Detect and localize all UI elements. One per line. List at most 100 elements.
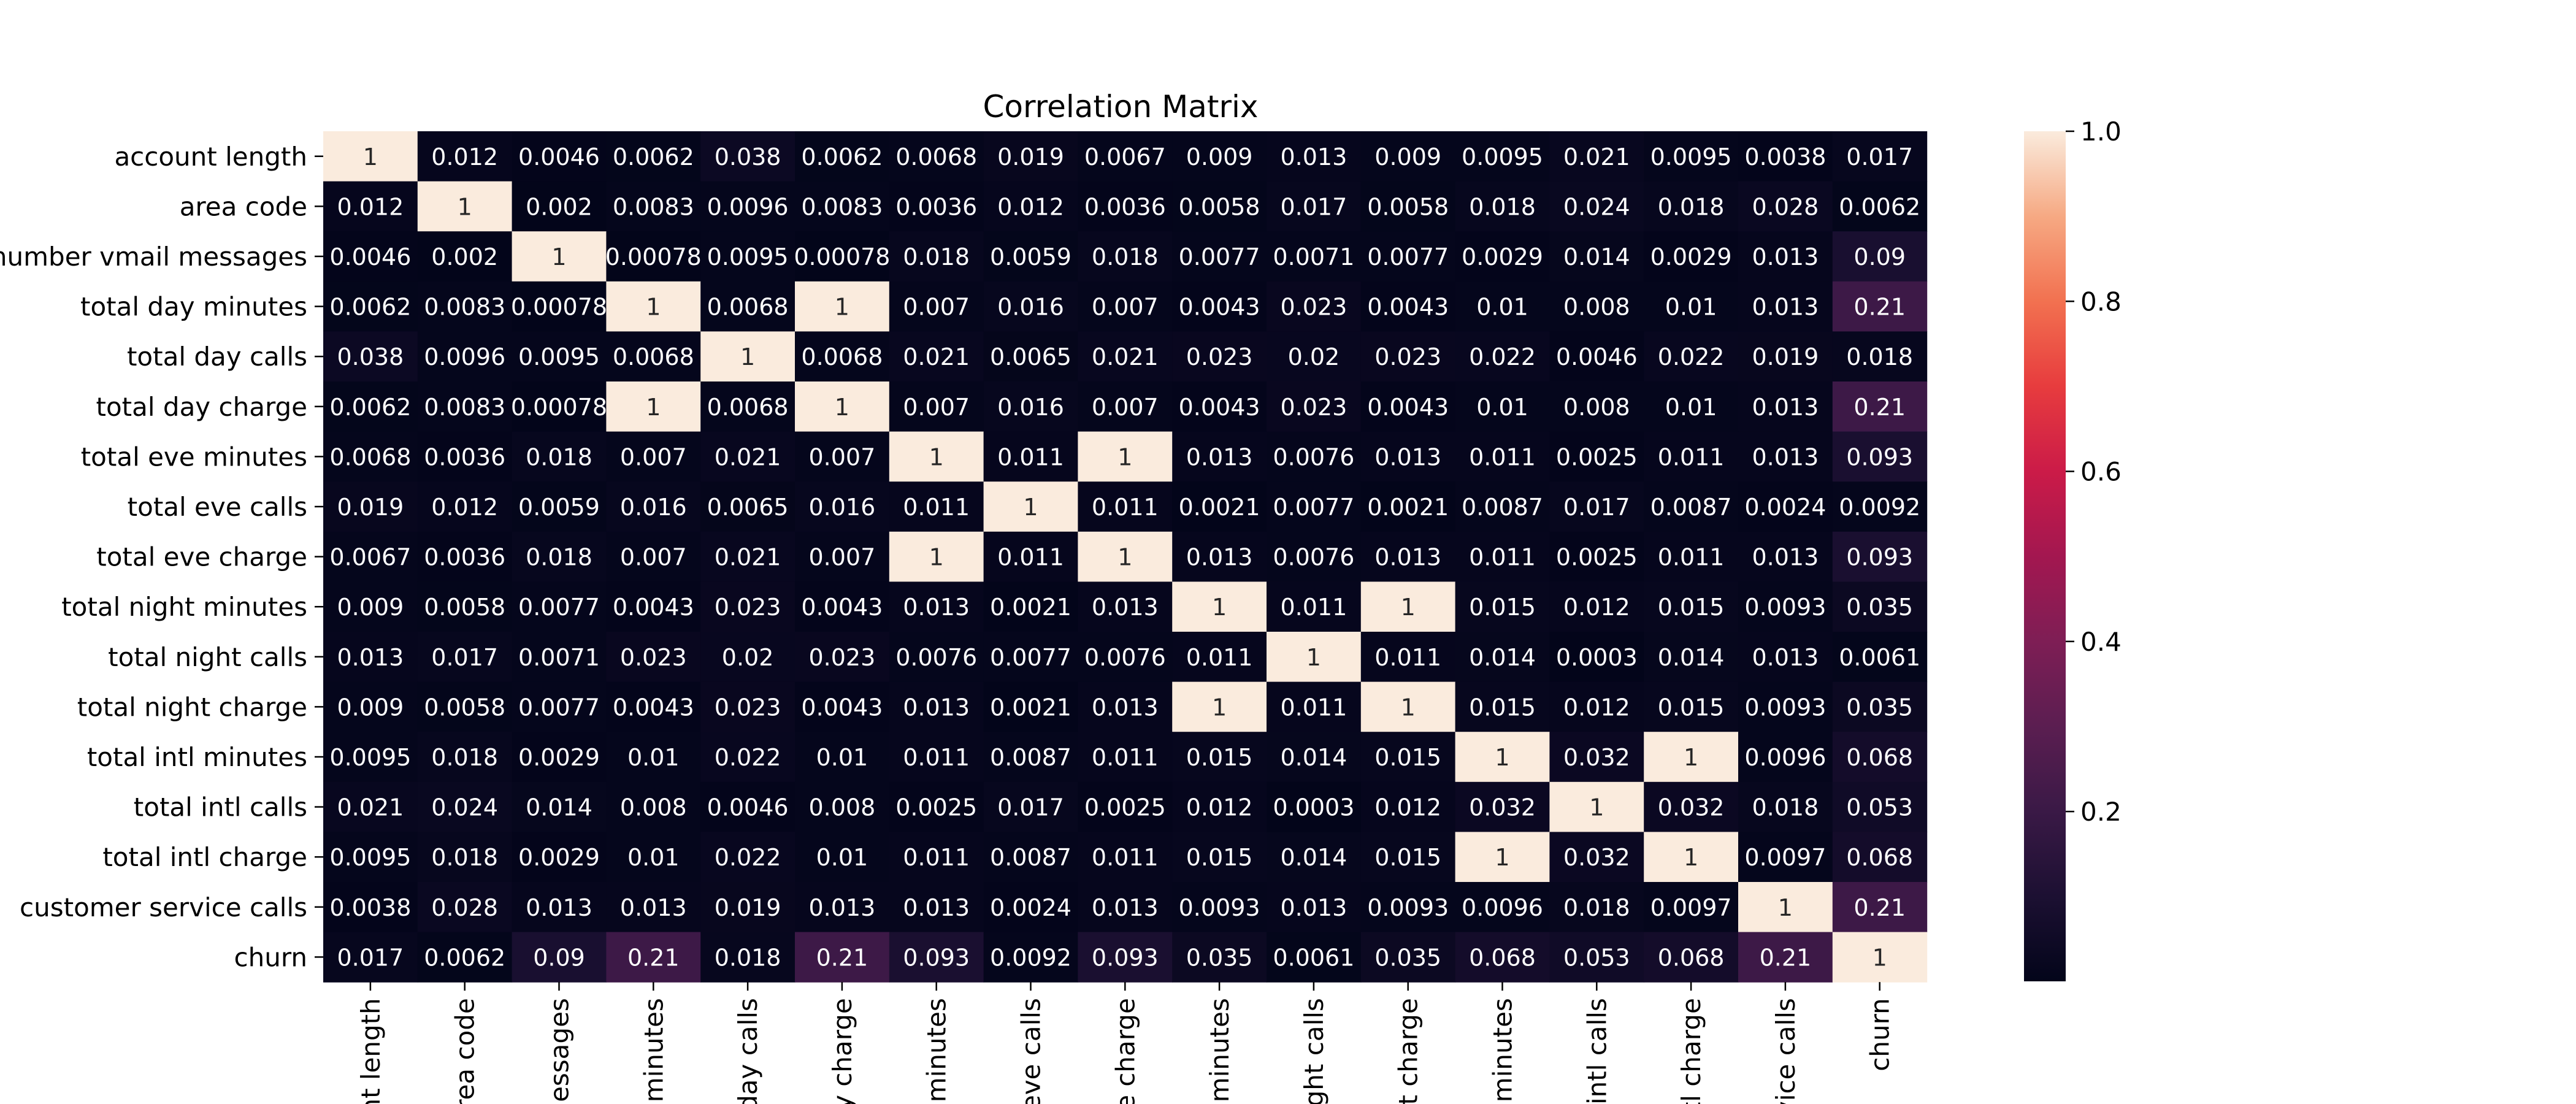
- heatmap-cell: [1078, 932, 1173, 983]
- heatmap-cell: [795, 932, 890, 983]
- heatmap-cell: [1267, 181, 1362, 232]
- heatmap-cell: [1172, 181, 1267, 232]
- heatmap-cell: [606, 231, 701, 282]
- cell-value-label: 1: [740, 343, 755, 370]
- cell-value-label: 0.007: [620, 544, 687, 571]
- cell-value-label: 0.00078: [794, 243, 890, 270]
- heatmap-cell: [1455, 781, 1550, 832]
- cell-value-label: 0.0061: [1273, 944, 1354, 971]
- heatmap-cell: [1267, 932, 1362, 983]
- heatmap-cell: [983, 832, 1078, 883]
- heatmap-cell: [795, 181, 890, 232]
- cell-value-label: 1: [363, 144, 378, 171]
- heatmap-cell: [1832, 331, 1928, 382]
- heatmap-cell: [795, 481, 890, 532]
- cell-value-label: 0.0093: [1367, 894, 1449, 921]
- heatmap-cell: [889, 531, 984, 582]
- heatmap-cell: [417, 581, 513, 632]
- heatmap-cell: [1738, 681, 1833, 732]
- cell-value-label: 0.21: [816, 944, 868, 971]
- heatmap-cell: [1549, 681, 1644, 732]
- heatmap-cell: [983, 531, 1078, 582]
- cell-value-label: 1: [929, 443, 944, 470]
- heatmap-cell: [1738, 381, 1833, 432]
- heatmap-cell: [606, 431, 701, 482]
- heatmap-cell: [1549, 231, 1644, 282]
- heatmap-cell: [1644, 832, 1739, 883]
- heatmap-cell: [1644, 781, 1739, 832]
- heatmap-cell: [1172, 281, 1267, 332]
- cell-value-label: 0.0059: [518, 494, 600, 521]
- heatmap-cell: [1360, 281, 1456, 332]
- x-tick-label: area code: [450, 998, 480, 1104]
- heatmap-cell: [323, 882, 418, 933]
- cell-value-label: 0.015: [1469, 594, 1536, 621]
- cell-value-label: 0.018: [715, 944, 781, 971]
- heatmap-cell: [1738, 832, 1833, 883]
- heatmap-cell: [700, 331, 795, 382]
- cell-value-label: 0.0068: [613, 343, 694, 370]
- heatmap-cell: [606, 632, 701, 683]
- heatmap-cell: [323, 481, 418, 532]
- heatmap-cell: [795, 281, 890, 332]
- heatmap-cell: [323, 281, 418, 332]
- heatmap-cell: [323, 131, 418, 182]
- y-tick-label: number vmail messages: [0, 242, 307, 272]
- cell-value-label: 0.014: [1658, 644, 1725, 671]
- heatmap-cell: [795, 832, 890, 883]
- cell-value-label: 0.018: [1563, 894, 1630, 921]
- heatmap-cell: [417, 781, 513, 832]
- cell-value-label: 0.0071: [1273, 243, 1354, 270]
- cell-value-label: 0.0087: [1650, 494, 1732, 521]
- heatmap-cell: [1644, 231, 1739, 282]
- heatmap-cell: [889, 181, 984, 232]
- heatmap-cell: [606, 932, 701, 983]
- heatmap-cell: [323, 581, 418, 632]
- heatmap-cell: [700, 131, 795, 182]
- cell-value-label: 0.0076: [1273, 544, 1354, 571]
- heatmap-cell: [1172, 431, 1267, 482]
- heatmap-cell: [512, 832, 607, 883]
- cell-value-label: 0.011: [1281, 694, 1347, 721]
- heatmap-cell: [889, 131, 984, 182]
- heatmap-cell: [700, 632, 795, 683]
- heatmap-cell: [512, 381, 607, 432]
- cell-value-label: 0.011: [1658, 544, 1725, 571]
- heatmap-cell: [1267, 331, 1362, 382]
- heatmap-cell: [983, 281, 1078, 332]
- cell-value-label: 0.024: [1563, 193, 1630, 220]
- cell-value-label: 1: [1873, 944, 1887, 971]
- cell-value-label: 0.014: [1469, 644, 1536, 671]
- heatmap-cell: [512, 882, 607, 933]
- heatmap-cell: [1267, 832, 1362, 883]
- heatmap-cell: [1172, 732, 1267, 783]
- cell-value-label: 0.013: [1186, 443, 1253, 470]
- heatmap-cell: [1455, 181, 1550, 232]
- heatmap-cell: [700, 481, 795, 532]
- cell-value-label: 0.0025: [895, 794, 977, 821]
- heatmap-cell: [1644, 331, 1739, 382]
- cell-value-label: 0.0036: [1084, 193, 1166, 220]
- heatmap-cell: [1549, 331, 1644, 382]
- heatmap-cell: [1360, 231, 1456, 282]
- cell-value-label: 0.0087: [990, 844, 1071, 871]
- cell-value-label: 0.035: [1186, 944, 1253, 971]
- cell-value-label: 0.0093: [1744, 694, 1826, 721]
- heatmap-cell: [983, 732, 1078, 783]
- heatmap-cell: [1832, 632, 1928, 683]
- cell-value-label: 1: [1401, 594, 1416, 621]
- cell-value-label: 0.023: [1281, 394, 1347, 421]
- heatmap-cell: [983, 581, 1078, 632]
- cell-value-label: 0.021: [1563, 144, 1630, 171]
- heatmap-cell: [512, 281, 607, 332]
- cell-value-label: 0.035: [1846, 694, 1913, 721]
- cell-value-label: 0.038: [337, 343, 404, 370]
- heatmap-cell: [1455, 481, 1550, 532]
- cell-value-label: 0.0076: [1273, 443, 1354, 470]
- heatmap-cell: [889, 581, 984, 632]
- heatmap-cell: [606, 381, 701, 432]
- heatmap-cell: [889, 431, 984, 482]
- heatmap-cell: [1644, 131, 1739, 182]
- heatmap-cell: [795, 632, 890, 683]
- heatmap-cells: [323, 131, 1928, 983]
